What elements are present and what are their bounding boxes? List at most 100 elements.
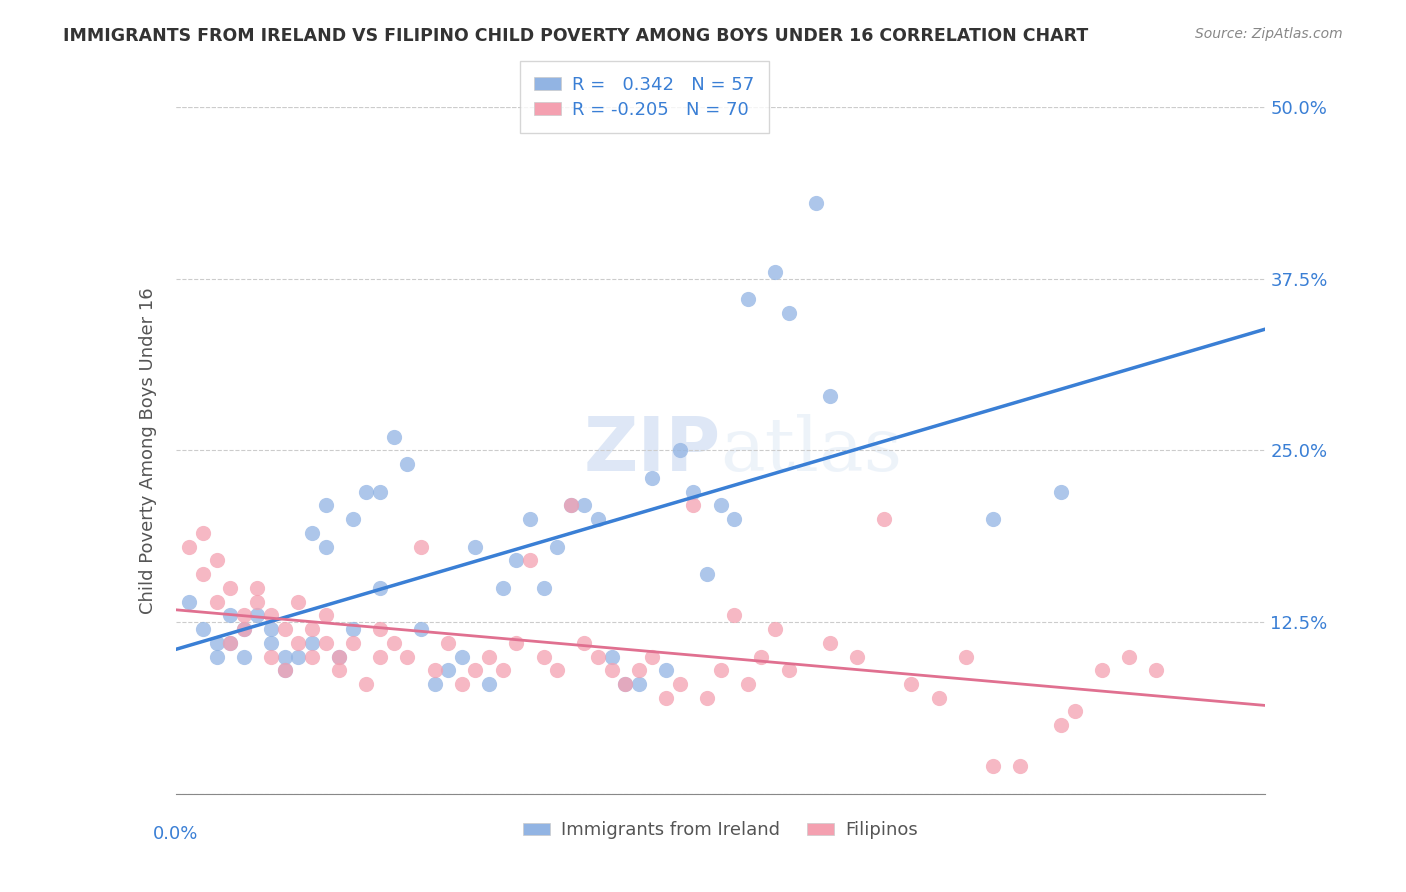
Point	[260, 649, 283, 664]
Point	[492, 581, 515, 595]
Point	[368, 622, 391, 636]
Point	[574, 636, 596, 650]
Point	[900, 677, 922, 691]
Point	[260, 608, 283, 623]
Point	[682, 499, 704, 513]
Point	[368, 649, 391, 664]
Point	[342, 622, 364, 636]
Point	[205, 649, 228, 664]
Point	[191, 622, 214, 636]
Point	[437, 663, 460, 677]
Point	[315, 636, 337, 650]
Point	[328, 649, 350, 664]
Point	[586, 512, 609, 526]
Point	[586, 649, 609, 664]
Point	[1050, 718, 1073, 732]
Point	[205, 553, 228, 567]
Point	[478, 649, 501, 664]
Point	[818, 636, 841, 650]
Point	[614, 677, 637, 691]
Point	[301, 649, 323, 664]
Text: 0.0%: 0.0%	[153, 825, 198, 843]
Point	[368, 484, 391, 499]
Point	[600, 663, 623, 677]
Point	[287, 649, 309, 664]
Text: atlas: atlas	[721, 414, 903, 487]
Legend: Immigrants from Ireland, Filipinos: Immigrants from Ireland, Filipinos	[516, 814, 925, 847]
Point	[301, 525, 323, 540]
Point	[928, 690, 950, 705]
Point	[437, 636, 460, 650]
Point	[478, 677, 501, 691]
Point	[328, 649, 350, 664]
Point	[560, 499, 582, 513]
Point	[763, 265, 786, 279]
Point	[246, 608, 269, 623]
Point	[505, 636, 527, 650]
Point	[723, 608, 745, 623]
Point	[246, 581, 269, 595]
Point	[464, 663, 486, 677]
Point	[191, 567, 214, 582]
Point	[232, 649, 254, 664]
Point	[301, 636, 323, 650]
Point	[179, 594, 201, 608]
Point	[205, 636, 228, 650]
Point	[409, 622, 432, 636]
Point	[232, 608, 254, 623]
Point	[1091, 663, 1114, 677]
Point	[751, 649, 773, 664]
Point	[804, 196, 827, 211]
Point	[655, 663, 678, 677]
Point	[179, 540, 201, 554]
Point	[191, 525, 214, 540]
Point	[546, 663, 568, 677]
Point	[342, 512, 364, 526]
Point	[274, 663, 297, 677]
Point	[682, 484, 704, 499]
Point	[232, 622, 254, 636]
Point	[246, 594, 269, 608]
Point	[519, 512, 541, 526]
Point	[981, 512, 1004, 526]
Point	[668, 677, 690, 691]
Point	[710, 499, 733, 513]
Point	[205, 594, 228, 608]
Point	[342, 636, 364, 650]
Point	[696, 567, 718, 582]
Text: ZIP: ZIP	[583, 414, 721, 487]
Point	[668, 443, 690, 458]
Point	[737, 677, 759, 691]
Point	[219, 636, 242, 650]
Point	[382, 430, 405, 444]
Point	[737, 293, 759, 307]
Point	[655, 690, 678, 705]
Point	[560, 499, 582, 513]
Point	[627, 677, 650, 691]
Point	[260, 636, 283, 650]
Point	[546, 540, 568, 554]
Point	[356, 677, 378, 691]
Point	[450, 649, 472, 664]
Point	[627, 663, 650, 677]
Point	[1050, 484, 1073, 499]
Point	[641, 649, 664, 664]
Point	[315, 608, 337, 623]
Point	[315, 540, 337, 554]
Point	[423, 663, 446, 677]
Point	[1010, 759, 1032, 773]
Point	[492, 663, 515, 677]
Point	[315, 499, 337, 513]
Point	[423, 677, 446, 691]
Point	[382, 636, 405, 650]
Point	[1118, 649, 1140, 664]
Point	[873, 512, 896, 526]
Point	[409, 540, 432, 554]
Point	[763, 622, 786, 636]
Point	[533, 649, 555, 664]
Point	[641, 471, 664, 485]
Point	[778, 306, 800, 320]
Point	[614, 677, 637, 691]
Point	[505, 553, 527, 567]
Point	[219, 581, 242, 595]
